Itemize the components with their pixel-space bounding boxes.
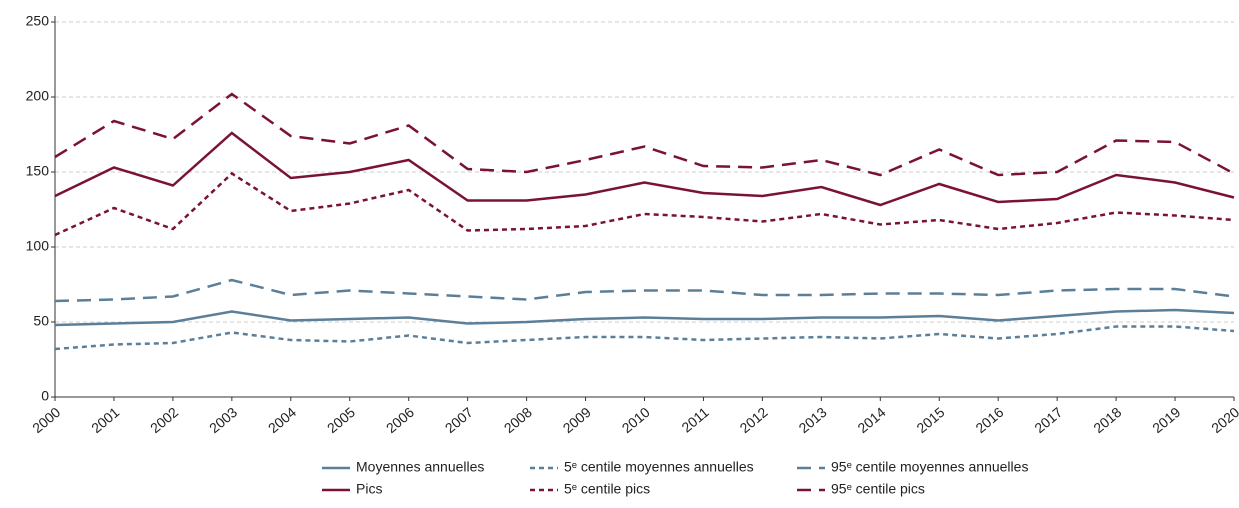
x-tick-label: 2004 xyxy=(265,404,299,436)
series-line xyxy=(54,92,1235,177)
x-tick-label: 2013 xyxy=(796,404,830,436)
x-tick-label: 2014 xyxy=(854,404,888,436)
x-tick-label: 2018 xyxy=(1090,404,1124,436)
legend-label: 95ᵉ centile moyennes annuelles xyxy=(831,459,1028,475)
y-tick-label: 100 xyxy=(26,238,50,254)
x-tick-label: 2000 xyxy=(29,404,63,436)
legend-label: Moyennes annuelles xyxy=(356,459,484,475)
x-tick-label: 2017 xyxy=(1031,404,1065,436)
x-tick-label: 2006 xyxy=(383,404,417,436)
series-line xyxy=(54,325,1235,351)
legend-label: 5ᵉ centile moyennes annuelles xyxy=(564,459,754,475)
y-tick-label: 200 xyxy=(26,88,50,104)
x-tick-label: 2008 xyxy=(501,404,535,436)
series-line xyxy=(54,278,1235,303)
x-tick-label: 2011 xyxy=(678,404,712,436)
x-tick-label: 2001 xyxy=(88,404,122,436)
x-tick-label: 2015 xyxy=(913,404,947,436)
y-tick-label: 50 xyxy=(33,313,49,329)
series-line xyxy=(54,131,1235,207)
series-line xyxy=(54,308,1235,327)
y-tick-label: 0 xyxy=(41,388,49,404)
x-tick-label: 2005 xyxy=(324,404,358,436)
y-tick-label: 250 xyxy=(26,13,50,29)
legend-label: 95ᵉ centile pics xyxy=(831,481,925,497)
legend-label: Pics xyxy=(356,481,382,497)
x-tick-label: 2003 xyxy=(206,404,240,436)
legend-label: 5ᵉ centile pics xyxy=(564,481,650,497)
x-tick-label: 2002 xyxy=(147,404,181,436)
x-tick-label: 2007 xyxy=(442,404,476,436)
x-tick-label: 2012 xyxy=(737,404,771,436)
y-tick-label: 150 xyxy=(26,163,50,179)
x-tick-label: 2010 xyxy=(619,404,653,436)
x-tick-label: 2009 xyxy=(560,404,594,436)
x-tick-label: 2019 xyxy=(1149,404,1183,436)
x-tick-label: 2016 xyxy=(972,404,1006,436)
x-tick-label: 2020 xyxy=(1208,404,1239,436)
